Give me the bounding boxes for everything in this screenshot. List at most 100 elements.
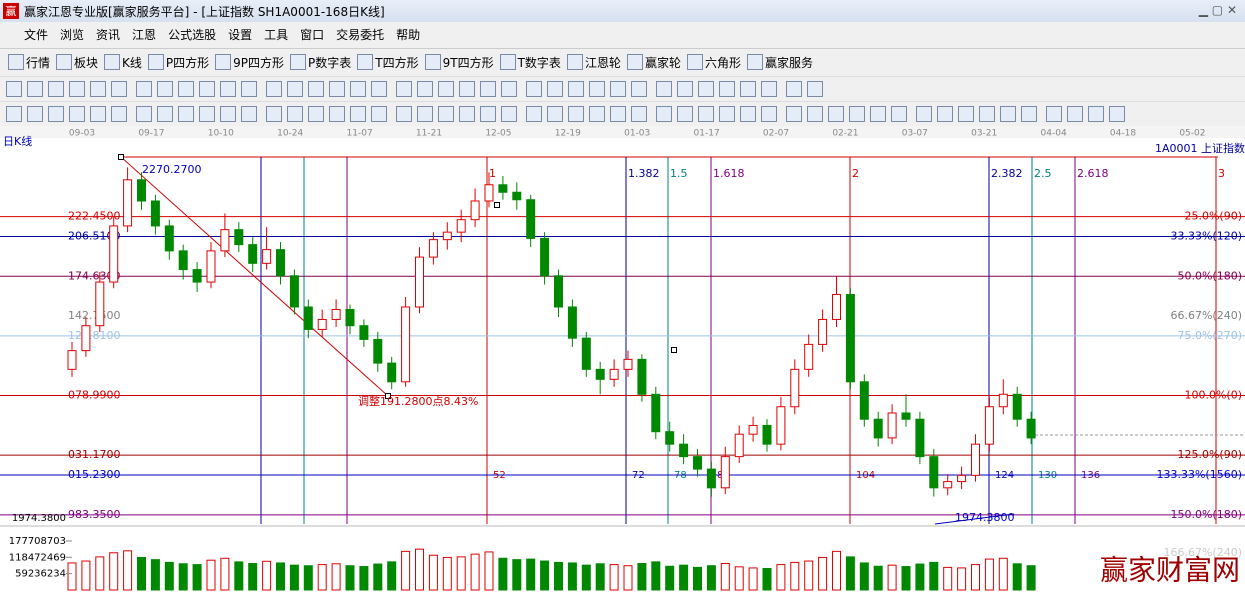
tool-icon[interactable]: [568, 106, 584, 122]
tool-icon[interactable]: [178, 106, 194, 122]
tool-icon[interactable]: [786, 81, 802, 97]
tool-icon[interactable]: [199, 81, 215, 97]
tool-icon[interactable]: [329, 106, 345, 122]
tool-icon[interactable]: [870, 106, 886, 122]
tool-icon[interactable]: [396, 81, 412, 97]
menu-item[interactable]: 公式选股: [168, 27, 217, 42]
tool-icon[interactable]: [459, 81, 475, 97]
toolbar-button[interactable]: T四方形: [357, 54, 419, 71]
tool-icon[interactable]: [27, 106, 43, 122]
tool-icon[interactable]: [241, 81, 257, 97]
tool-icon[interactable]: [501, 106, 517, 122]
tool-icon[interactable]: [69, 106, 85, 122]
tool-icon[interactable]: [807, 81, 823, 97]
tool-icon[interactable]: [371, 81, 387, 97]
tool-icon[interactable]: [90, 81, 106, 97]
tool-icon[interactable]: [417, 81, 433, 97]
toolbar-button[interactable]: P四方形: [147, 54, 209, 71]
tool-icon[interactable]: [1000, 106, 1016, 122]
tool-icon[interactable]: [698, 106, 714, 122]
tool-icon[interactable]: [937, 106, 953, 122]
tool-icon[interactable]: [6, 106, 22, 122]
tool-icon[interactable]: [199, 106, 215, 122]
tool-icon[interactable]: [589, 106, 605, 122]
tool-icon[interactable]: [48, 81, 64, 97]
tool-icon[interactable]: [958, 106, 974, 122]
tool-icon[interactable]: [547, 81, 563, 97]
menu-item[interactable]: 江恩: [132, 27, 157, 42]
tool-icon[interactable]: [308, 81, 324, 97]
tool-icon[interactable]: [849, 106, 865, 122]
tool-icon[interactable]: [396, 106, 412, 122]
toolbar-button[interactable]: 江恩轮: [566, 54, 621, 71]
toolbar-button[interactable]: P数字表: [290, 54, 351, 71]
tool-icon[interactable]: [266, 106, 282, 122]
menu-item[interactable]: 浏览: [60, 27, 85, 42]
toolbar-button[interactable]: K线: [104, 54, 142, 71]
menu-item[interactable]: 窗口: [300, 27, 325, 42]
tool-icon[interactable]: [157, 106, 173, 122]
tool-icon[interactable]: [266, 81, 282, 97]
tool-icon[interactable]: [48, 106, 64, 122]
tool-icon[interactable]: [69, 81, 85, 97]
menu-item[interactable]: 文件: [24, 27, 49, 42]
tool-icon[interactable]: [111, 81, 127, 97]
tool-icon[interactable]: [719, 81, 735, 97]
menu-item[interactable]: 交易委托: [336, 27, 385, 42]
tool-icon[interactable]: [807, 106, 823, 122]
tool-icon[interactable]: [677, 106, 693, 122]
tool-icon[interactable]: [6, 81, 22, 97]
tool-icon[interactable]: [438, 106, 454, 122]
tool-icon[interactable]: [220, 81, 236, 97]
tool-icon[interactable]: [891, 106, 907, 122]
tool-icon[interactable]: [761, 81, 777, 97]
tool-icon[interactable]: [1046, 106, 1062, 122]
tool-icon[interactable]: [1088, 106, 1104, 122]
tool-icon[interactable]: [459, 106, 475, 122]
tool-icon[interactable]: [786, 106, 802, 122]
toolbar-button[interactable]: 赢家服务: [746, 54, 813, 71]
tool-icon[interactable]: [27, 81, 43, 97]
tool-icon[interactable]: [136, 106, 152, 122]
menu-item[interactable]: 帮助: [396, 27, 421, 42]
toolbar-button[interactable]: 六角形: [686, 54, 741, 71]
tool-icon[interactable]: [916, 106, 932, 122]
tool-icon[interactable]: [526, 81, 542, 97]
menu-item[interactable]: 工具: [264, 27, 289, 42]
tool-icon[interactable]: [631, 81, 647, 97]
toolbar-button[interactable]: 板块: [56, 54, 98, 71]
tool-icon[interactable]: [656, 81, 672, 97]
tool-icon[interactable]: [157, 81, 173, 97]
tool-icon[interactable]: [438, 81, 454, 97]
tool-icon[interactable]: [568, 81, 584, 97]
window-controls[interactable]: ▁ ▢ ✕: [1198, 3, 1237, 17]
tool-icon[interactable]: [761, 106, 777, 122]
toolbar-button[interactable]: T数字表: [499, 54, 561, 71]
tool-icon[interactable]: [740, 81, 756, 97]
toolbar-button[interactable]: 9P四方形: [215, 54, 284, 71]
tool-icon[interactable]: [1109, 106, 1125, 122]
tool-icon[interactable]: [350, 81, 366, 97]
menu-item[interactable]: 资讯: [96, 27, 121, 42]
tool-icon[interactable]: [631, 106, 647, 122]
tool-icon[interactable]: [719, 106, 735, 122]
tool-icon[interactable]: [656, 106, 672, 122]
tool-icon[interactable]: [136, 81, 152, 97]
tool-icon[interactable]: [501, 81, 517, 97]
tool-icon[interactable]: [287, 81, 303, 97]
tool-icon[interactable]: [241, 106, 257, 122]
tool-icon[interactable]: [350, 106, 366, 122]
tool-icon[interactable]: [178, 81, 194, 97]
tool-icon[interactable]: [417, 106, 433, 122]
tool-icon[interactable]: [740, 106, 756, 122]
tool-icon[interactable]: [308, 106, 324, 122]
tool-icon[interactable]: [329, 81, 345, 97]
tool-icon[interactable]: [698, 81, 714, 97]
tool-icon[interactable]: [610, 81, 626, 97]
menu-item[interactable]: 设置: [228, 27, 253, 42]
tool-icon[interactable]: [828, 106, 844, 122]
tool-icon[interactable]: [480, 106, 496, 122]
tool-icon[interactable]: [526, 106, 542, 122]
tool-icon[interactable]: [90, 106, 106, 122]
tool-icon[interactable]: [979, 106, 995, 122]
